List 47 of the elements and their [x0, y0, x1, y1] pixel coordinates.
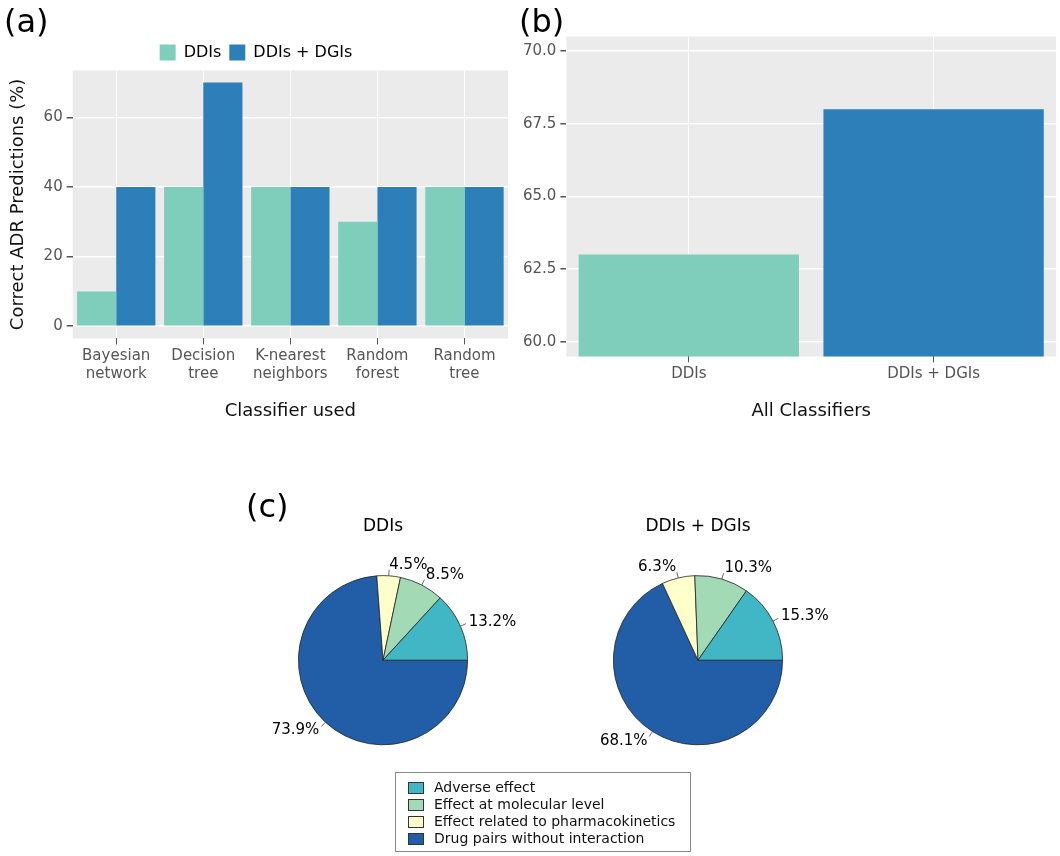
y-tick-label: 20: [43, 246, 63, 265]
legend-label: Drug pairs without interaction: [434, 830, 645, 847]
chart-title: (a): [4, 1, 49, 40]
y-tick-label: 40: [43, 176, 63, 195]
bar: [251, 187, 291, 326]
data-label: 68.1%: [599, 730, 648, 749]
chart-title: (c): [246, 487, 289, 525]
chart-title: (b): [519, 1, 565, 40]
y-tick-label: 0: [53, 316, 63, 335]
data-label: 4.5%: [389, 554, 428, 573]
data-label: 73.9%: [271, 720, 320, 739]
y-tick-label: 62.5: [522, 259, 557, 278]
bar: [464, 187, 504, 326]
legend-label: Effect at molecular level: [434, 796, 605, 813]
x-tick-label: DDIs: [671, 364, 707, 383]
x-axis-title: Classifier used: [224, 398, 356, 420]
bar: [338, 221, 378, 326]
data-label: 13.2%: [468, 611, 517, 630]
y-axis-title: Correct ADR Predictions (%): [6, 78, 28, 331]
y-tick-label: 67.5: [522, 113, 557, 132]
legend-label: Adverse effect: [434, 779, 536, 796]
y-tick-label: 65.0: [522, 186, 557, 205]
x-tick-label: Decision tree: [171, 346, 236, 383]
slice-label: DDIs + DGIs: [645, 514, 751, 535]
bar: [290, 187, 330, 326]
x-tick-label: DDIs + DGIs: [887, 364, 981, 383]
legend-label: DDIs + DGIs: [253, 41, 353, 61]
x-tick-label: Random tree: [433, 346, 496, 383]
slice-label: DDIs: [362, 514, 404, 535]
x-tick-label: Random forest: [346, 346, 409, 383]
y-tick-label: 70.0: [522, 40, 557, 59]
x-tick-label: Bayesian network: [82, 346, 151, 383]
data-label: 6.3%: [638, 557, 677, 576]
bar: [77, 291, 117, 326]
data-label: 15.3%: [780, 605, 829, 624]
y-tick-label: 60: [43, 107, 63, 126]
legend-label: DDIs: [183, 41, 222, 61]
bar: [425, 187, 465, 326]
bar: [203, 82, 243, 326]
bar: [377, 187, 417, 326]
bar: [164, 187, 204, 326]
x-tick-label: K-nearest neighbors: [253, 346, 328, 383]
y-tick-label: 60.0: [522, 331, 557, 350]
bar: [116, 187, 156, 326]
data-label: 10.3%: [724, 558, 773, 577]
legend-label: Effect related to pharmacokinetics: [434, 813, 676, 830]
x-axis-title: All Classifiers: [751, 398, 871, 420]
